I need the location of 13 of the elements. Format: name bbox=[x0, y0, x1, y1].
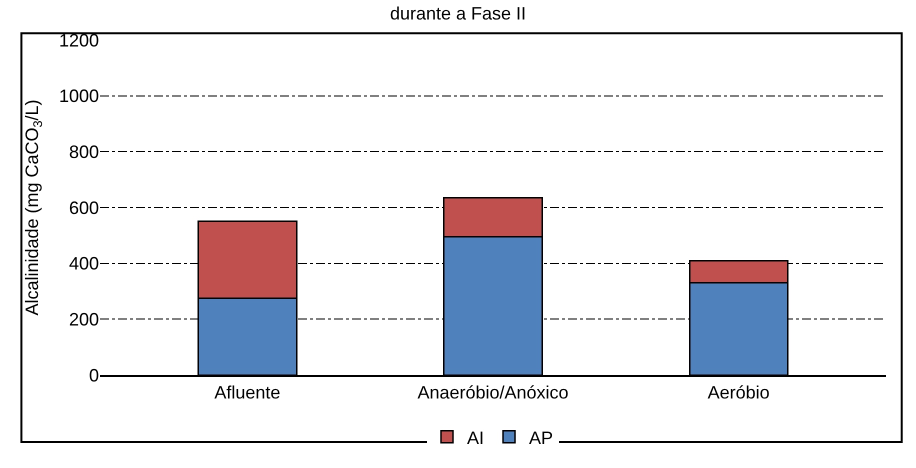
y-tick-label: 0 bbox=[88, 365, 99, 386]
legend-label: AI bbox=[467, 428, 484, 448]
y-tick-label: 800 bbox=[68, 142, 99, 162]
y-tick-label: 200 bbox=[68, 309, 99, 330]
chart-title: durante a Fase II bbox=[390, 4, 526, 24]
y-tick-label: 400 bbox=[68, 254, 99, 274]
y-tick-label: 600 bbox=[68, 198, 99, 218]
x-tick-label: Afluente bbox=[214, 382, 280, 402]
x-tick-label: Anaeróbio/Anóxico bbox=[417, 382, 569, 402]
y-tick-label: 1200 bbox=[58, 30, 99, 50]
legend-label: AP bbox=[529, 428, 554, 448]
x-tick-label: Aeróbio bbox=[708, 382, 770, 402]
y-tick-label: 1000 bbox=[58, 86, 99, 106]
